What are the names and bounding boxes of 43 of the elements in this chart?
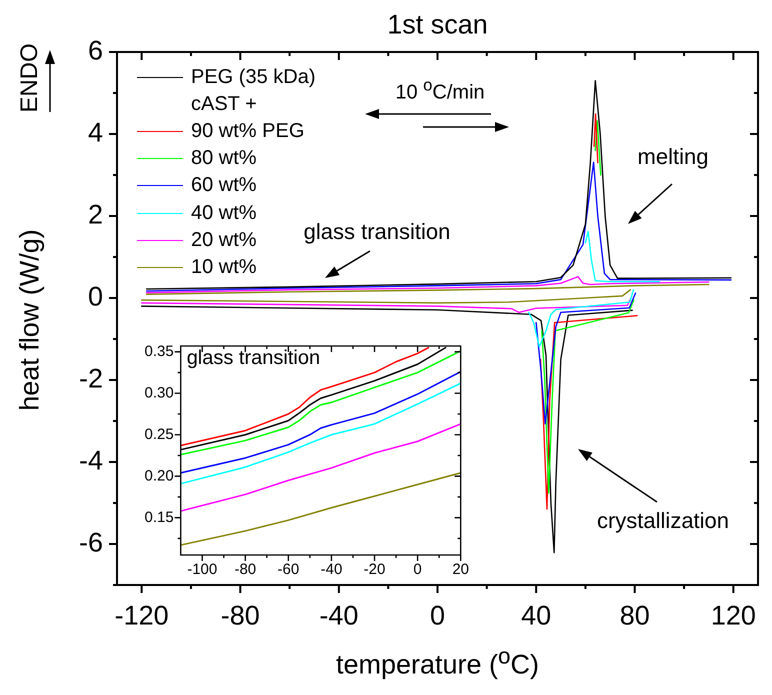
annotation: glass transition: [304, 219, 450, 245]
y-tick-label: -2: [78, 363, 103, 394]
x-tick-label: 20: [452, 561, 469, 578]
x-tick-label: -100: [187, 561, 218, 578]
y-tick-label: 0.30: [144, 384, 174, 402]
y-tick-label: 6: [88, 35, 103, 66]
x-tick-label: -40: [320, 561, 342, 578]
x-tick-label: -20: [364, 561, 386, 578]
y-tick-label: 0.35: [144, 342, 174, 360]
text: ENDO: [16, 43, 44, 113]
legend-label: 40 wt%: [191, 202, 257, 224]
legend-label: PEG (35 kDa): [191, 66, 316, 88]
y-tick-label: -6: [78, 527, 103, 558]
y-axis-title: heat flow (W/g): [14, 229, 46, 411]
y-tick-label: 0.15: [144, 508, 174, 526]
x-tick-label: -120: [114, 600, 169, 631]
x-tick-label: 80: [620, 600, 650, 631]
annotation: 10 $^{o}$C/min: [395, 76, 485, 104]
y-tick-label: -4: [78, 445, 103, 476]
legend-label: 60 wt%: [191, 174, 257, 198]
x-tick-label: -60: [278, 561, 300, 578]
legend-label: 20 wt%: [191, 228, 257, 252]
x-axis-title: temperature ($^{o}$C): [336, 644, 540, 680]
x-tick-label: -40: [319, 600, 358, 631]
chart-title: 1st scan: [387, 10, 488, 40]
x-tick-label: -80: [234, 561, 256, 578]
chart-title: glass transition: [186, 347, 320, 370]
y-tick-label: 0.25: [144, 426, 174, 443]
y-tick-label: 0: [88, 281, 103, 312]
x-tick-label: -80: [220, 600, 260, 631]
y-tick-label: 0.20: [144, 467, 174, 484]
y-tick-label: 2: [88, 199, 103, 230]
x-tick-label: 0: [430, 600, 446, 631]
y-tick-label: 4: [88, 117, 103, 148]
x-tick-label: 40: [521, 600, 552, 631]
annotation: melting: [638, 144, 708, 170]
legend-label: 90 wt% PEG: [191, 120, 304, 143]
x-tick-label: 0: [413, 561, 422, 578]
legend-label: 10 wt%: [191, 256, 257, 279]
annotation: crystallization: [596, 508, 730, 534]
annotation: cAST +: [191, 92, 257, 116]
legend-label: 80 wt%: [191, 147, 257, 170]
x-tick-label: 120: [710, 600, 756, 631]
